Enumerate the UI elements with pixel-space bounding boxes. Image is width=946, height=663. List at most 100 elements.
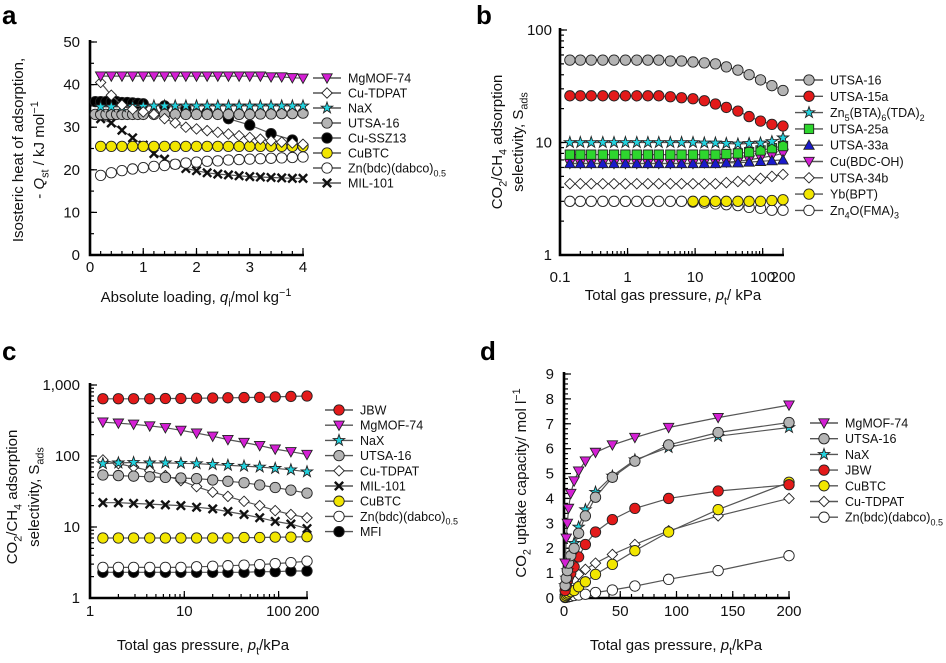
data-point — [222, 140, 235, 153]
legend-item: Yb(BPT) — [795, 188, 878, 202]
data-point — [244, 171, 255, 182]
data-point — [159, 532, 172, 544]
legend-marker — [333, 404, 345, 416]
data-point — [606, 513, 619, 526]
data-point — [629, 502, 641, 515]
legend-label: Zn4O(FMA)3 — [830, 204, 899, 221]
y-tick-label: 0 — [546, 590, 554, 607]
data-point — [190, 480, 203, 493]
data-point — [265, 152, 277, 164]
legend-marker — [321, 177, 333, 189]
data-point — [783, 416, 795, 429]
series-group — [89, 71, 311, 184]
data-point — [254, 153, 267, 165]
data-point — [585, 157, 598, 169]
data-point — [175, 561, 187, 574]
data-point — [169, 117, 182, 129]
x-tick-label: 0 — [560, 603, 568, 620]
data-point — [254, 479, 266, 491]
legend-marker — [333, 449, 345, 462]
y-tick-label: 1,000 — [42, 377, 80, 394]
data-point — [629, 580, 641, 592]
x-tick-label: 10 — [176, 603, 193, 620]
legend-marker — [321, 73, 333, 85]
data-point — [270, 516, 281, 527]
y-tick-label: 0 — [72, 247, 80, 264]
data-point — [222, 392, 234, 404]
data-point — [233, 153, 245, 166]
data-point-stroke — [116, 125, 127, 136]
data-point — [664, 157, 677, 169]
legend-label: MgMOF-74 — [348, 72, 411, 86]
data-point — [285, 531, 297, 543]
data-point — [687, 93, 699, 105]
data-point — [597, 54, 609, 66]
legend-item: Cu-TDPAT — [313, 87, 408, 101]
data-point — [116, 125, 127, 136]
data-point — [158, 140, 171, 153]
data-point-stroke — [191, 165, 202, 176]
data-point — [105, 167, 117, 179]
data-point — [97, 561, 109, 574]
legend-label: CuBTC — [360, 495, 401, 509]
data-point — [301, 511, 313, 524]
data-point — [128, 498, 139, 509]
data-point — [191, 502, 202, 513]
data-point — [698, 57, 710, 69]
data-point — [283, 462, 298, 476]
data-point — [664, 195, 676, 207]
data-point — [127, 393, 140, 405]
data-point — [743, 155, 756, 167]
data-point — [606, 558, 619, 571]
legend-marker — [321, 147, 333, 159]
data-point — [783, 400, 795, 412]
y-tick-label: 4 — [546, 490, 554, 507]
data-point — [144, 471, 156, 483]
legend-marker — [803, 90, 815, 102]
legend-marker-stroke — [321, 177, 333, 189]
data-point-stroke — [285, 519, 296, 530]
y-tick-label: 7 — [546, 416, 554, 433]
y-tick-label: 1 — [546, 565, 554, 582]
data-point — [777, 84, 789, 97]
legend-label: MgMOF-74 — [845, 417, 908, 431]
data-point — [159, 392, 172, 405]
data-point — [732, 175, 744, 188]
data-point — [732, 195, 744, 207]
panel-letter: b — [476, 0, 492, 30]
data-point — [275, 136, 288, 148]
data-point — [720, 101, 732, 114]
data-point — [561, 518, 574, 530]
data-point — [777, 194, 789, 206]
data-point — [159, 561, 172, 574]
data-point — [743, 110, 755, 123]
data-point — [629, 455, 641, 467]
data-point — [144, 393, 156, 405]
y-tick-label: 5 — [546, 466, 554, 483]
data-point — [619, 54, 632, 66]
x-tick-label: 200 — [776, 603, 801, 620]
data-point — [766, 80, 778, 92]
y-tick-label: 10 — [63, 204, 80, 221]
legend-marker — [818, 433, 830, 445]
data-point — [96, 417, 109, 429]
data-point — [301, 449, 313, 461]
legend-item: MgMOF-74 — [313, 72, 411, 86]
data-point — [574, 157, 587, 169]
data-point — [687, 149, 699, 160]
data-point — [254, 71, 267, 83]
data-point — [585, 195, 597, 207]
data-point — [743, 174, 755, 187]
data-point — [712, 426, 724, 439]
data-point — [619, 195, 632, 207]
legend-label: CuBTC — [845, 479, 886, 493]
y-axis-label: - Qst / kJ mol−1 — [29, 101, 52, 198]
data-point — [597, 90, 609, 102]
data-point — [158, 159, 171, 172]
data-point — [777, 120, 789, 132]
data-point — [584, 135, 599, 149]
data-point — [709, 58, 722, 70]
data-point — [766, 118, 778, 130]
data-point — [159, 471, 172, 484]
y-tick-label: 2 — [546, 540, 554, 557]
